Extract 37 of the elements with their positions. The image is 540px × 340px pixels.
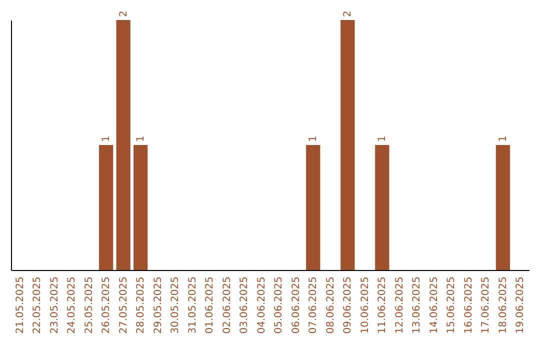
x-tick-label: 19.06.2025 — [515, 276, 526, 334]
x-tick-label: 10.06.2025 — [360, 276, 371, 334]
x-tick-label: 25.05.2025 — [84, 276, 95, 334]
x-tick-label: 12.06.2025 — [394, 276, 406, 334]
x-tick-label: 26.05.2025 — [101, 276, 112, 334]
x-tick-label: 22.05.2025 — [32, 276, 44, 334]
x-tick-label: 14.06.2025 — [428, 276, 440, 334]
x-tick-label: 16.06.2025 — [463, 276, 474, 334]
x-tick-label: 27.05.2025 — [118, 276, 130, 334]
x-tick-label: 07.06.2025 — [308, 276, 320, 334]
data-label: 1 — [308, 136, 320, 142]
x-tick-label: 13.06.2025 — [412, 276, 423, 334]
data-label: 1 — [136, 136, 147, 142]
x-tick-label: 15.06.2025 — [446, 276, 458, 334]
x-tick-label: 24.05.2025 — [66, 276, 78, 334]
data-label: 1 — [498, 136, 509, 142]
x-tick-label: 09.06.2025 — [342, 276, 354, 334]
x-tick-label: 02.06.2025 — [222, 276, 233, 334]
x-tick-label: 29.05.2025 — [152, 276, 164, 334]
x-tick-label: 30.05.2025 — [170, 276, 182, 334]
x-tick-label: 23.05.2025 — [49, 276, 60, 334]
x-tick-label: 28.05.2025 — [136, 276, 147, 334]
data-label: 1 — [101, 136, 112, 142]
data-label: 2 — [118, 10, 130, 17]
x-tick-label: 05.06.2025 — [274, 276, 285, 334]
x-tick-label: 18.06.2025 — [498, 276, 509, 334]
data-label: 1 — [377, 136, 388, 142]
x-tick-label: 31.05.2025 — [187, 276, 198, 334]
x-tick-label: 11.06.2025 — [377, 276, 388, 334]
x-tick-label: 06.06.2025 — [290, 276, 302, 334]
x-tick-label: 08.06.2025 — [325, 276, 336, 334]
x-tick-label: 03.06.2025 — [239, 276, 250, 334]
x-tick-label: 04.06.2025 — [256, 276, 268, 334]
data-label: 2 — [342, 10, 354, 17]
x-tick-label: 21.05.2025 — [14, 276, 26, 334]
x-tick-label: 17.06.2025 — [480, 276, 492, 334]
x-tick-label: 01.06.2025 — [204, 276, 216, 334]
